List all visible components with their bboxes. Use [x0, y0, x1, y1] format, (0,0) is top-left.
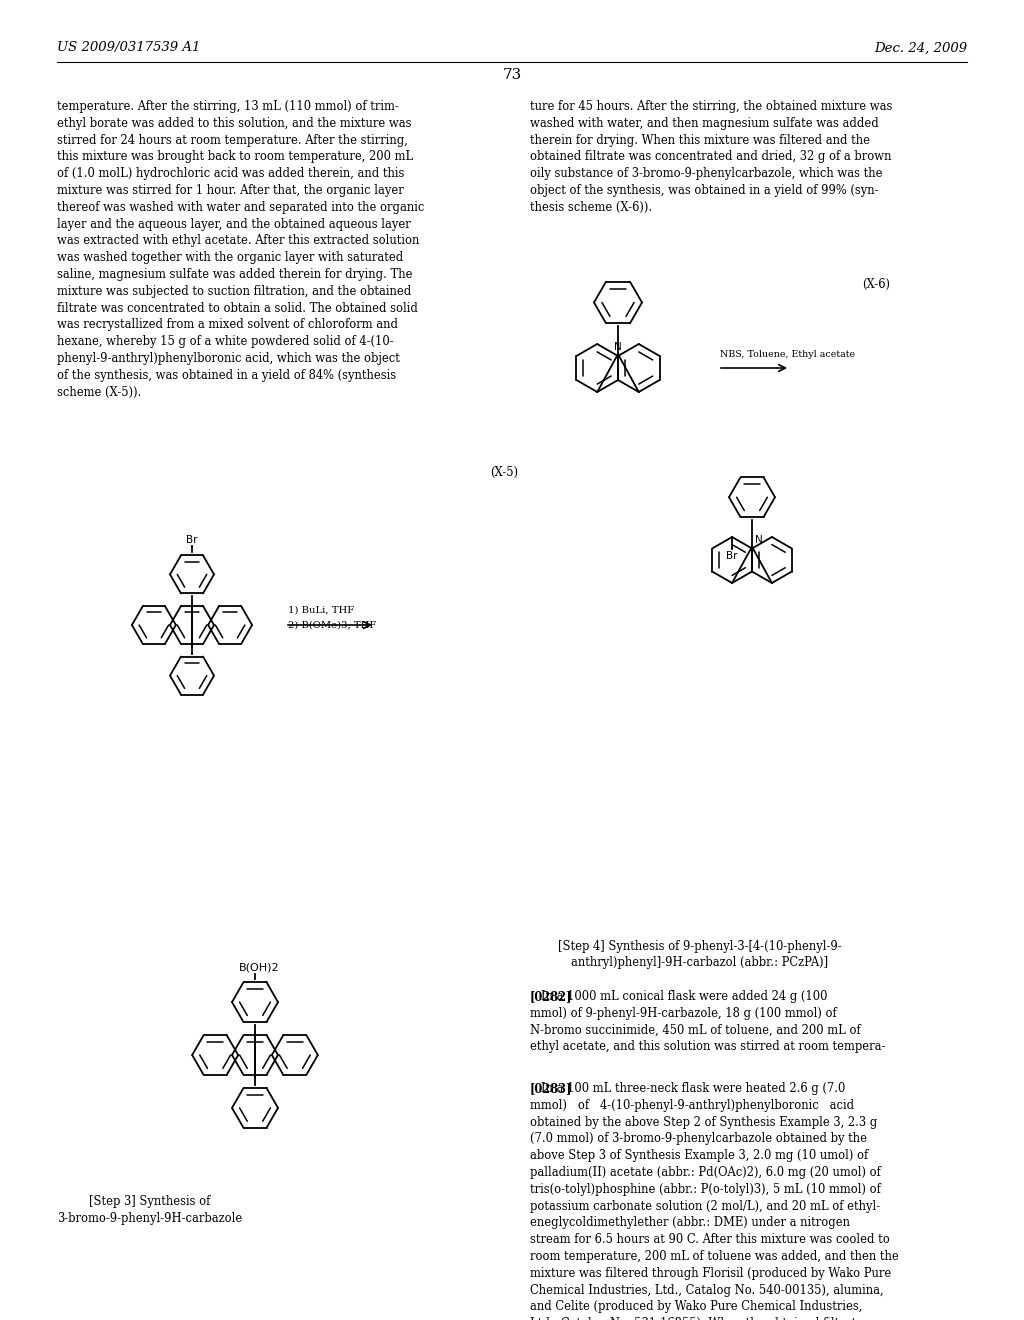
Text: [Step 4] Synthesis of 9-phenyl-3-[4-(10-phenyl-9-: [Step 4] Synthesis of 9-phenyl-3-[4-(10-…: [558, 940, 842, 953]
Text: (X-6): (X-6): [862, 279, 890, 290]
Text: [0282]: [0282]: [530, 990, 572, 1003]
Text: US 2009/0317539 A1: US 2009/0317539 A1: [57, 41, 201, 54]
Text: (X-5): (X-5): [490, 466, 518, 479]
Text: [0283]: [0283]: [530, 1082, 572, 1096]
Text: Dec. 24, 2009: Dec. 24, 2009: [873, 41, 967, 54]
Text: anthryl)phenyl]-9H-carbazol (abbr.: PCzPA)]: anthryl)phenyl]-9H-carbazol (abbr.: PCzP…: [571, 956, 828, 969]
Text: temperature. After the stirring, 13 mL (110 mmol) of trim-
ethyl borate was adde: temperature. After the stirring, 13 mL (…: [57, 100, 424, 399]
Text: ture for 45 hours. After the stirring, the obtained mixture was
washed with wate: ture for 45 hours. After the stirring, t…: [530, 100, 892, 214]
Text: In a 100 mL three-neck flask were heated 2.6 g (7.0
mmol)   of   4-(10-phenyl-9-: In a 100 mL three-neck flask were heated…: [530, 1082, 899, 1320]
Text: In a 1000 mL conical flask were added 24 g (100
mmol) of 9-phenyl-9H-carbazole, : In a 1000 mL conical flask were added 24…: [530, 990, 886, 1053]
Text: Br: Br: [186, 536, 198, 545]
Text: [Step 3] Synthesis of
3-bromo-9-phenyl-9H-carbazole: [Step 3] Synthesis of 3-bromo-9-phenyl-9…: [57, 1195, 243, 1225]
Text: 2) B(OMe)3, THF: 2) B(OMe)3, THF: [288, 620, 377, 630]
Text: 1) BuLi, THF: 1) BuLi, THF: [288, 606, 354, 615]
Text: N: N: [614, 342, 622, 352]
Text: NBS, Toluene, Ethyl acetate: NBS, Toluene, Ethyl acetate: [720, 350, 855, 359]
Text: N: N: [755, 535, 763, 545]
Text: Br: Br: [726, 550, 738, 561]
Text: 73: 73: [503, 69, 521, 82]
Text: B(OH)2: B(OH)2: [239, 962, 280, 972]
